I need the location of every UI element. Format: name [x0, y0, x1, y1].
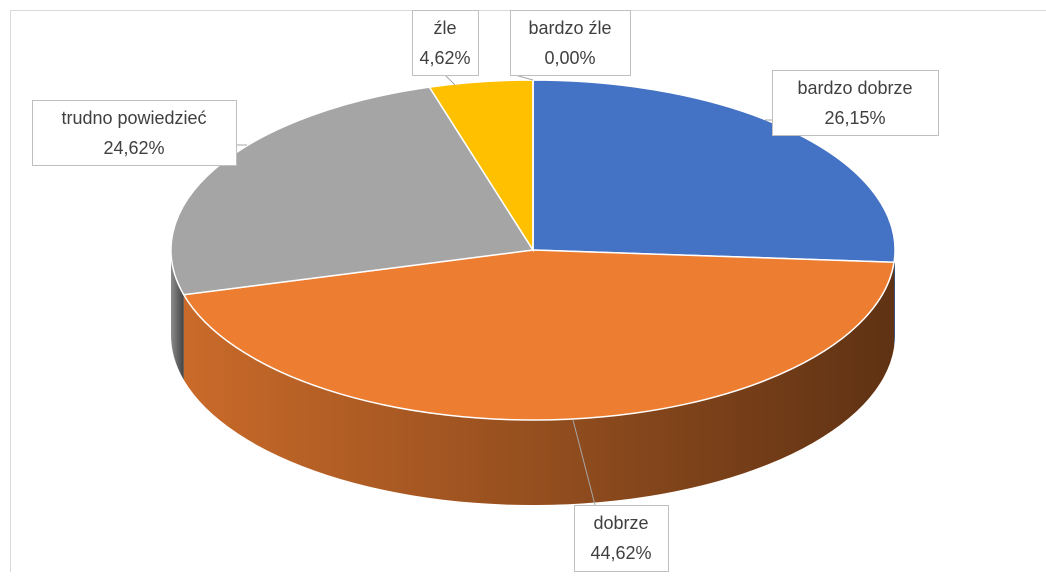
value-label: 26,15% — [824, 108, 885, 128]
category-label: trudno powiedzieć — [61, 108, 206, 128]
value-label: 4,62% — [419, 48, 470, 68]
category-label: bardzo źle — [528, 18, 611, 38]
category-label: bardzo dobrze — [797, 78, 912, 98]
category-label: źle — [433, 18, 456, 38]
pie — [171, 80, 895, 505]
category-label: dobrze — [593, 513, 648, 533]
value-label: 44,62% — [590, 543, 651, 563]
value-label: 0,00% — [544, 48, 595, 68]
leader-line — [445, 75, 455, 85]
value-label: 24,62% — [103, 138, 164, 158]
